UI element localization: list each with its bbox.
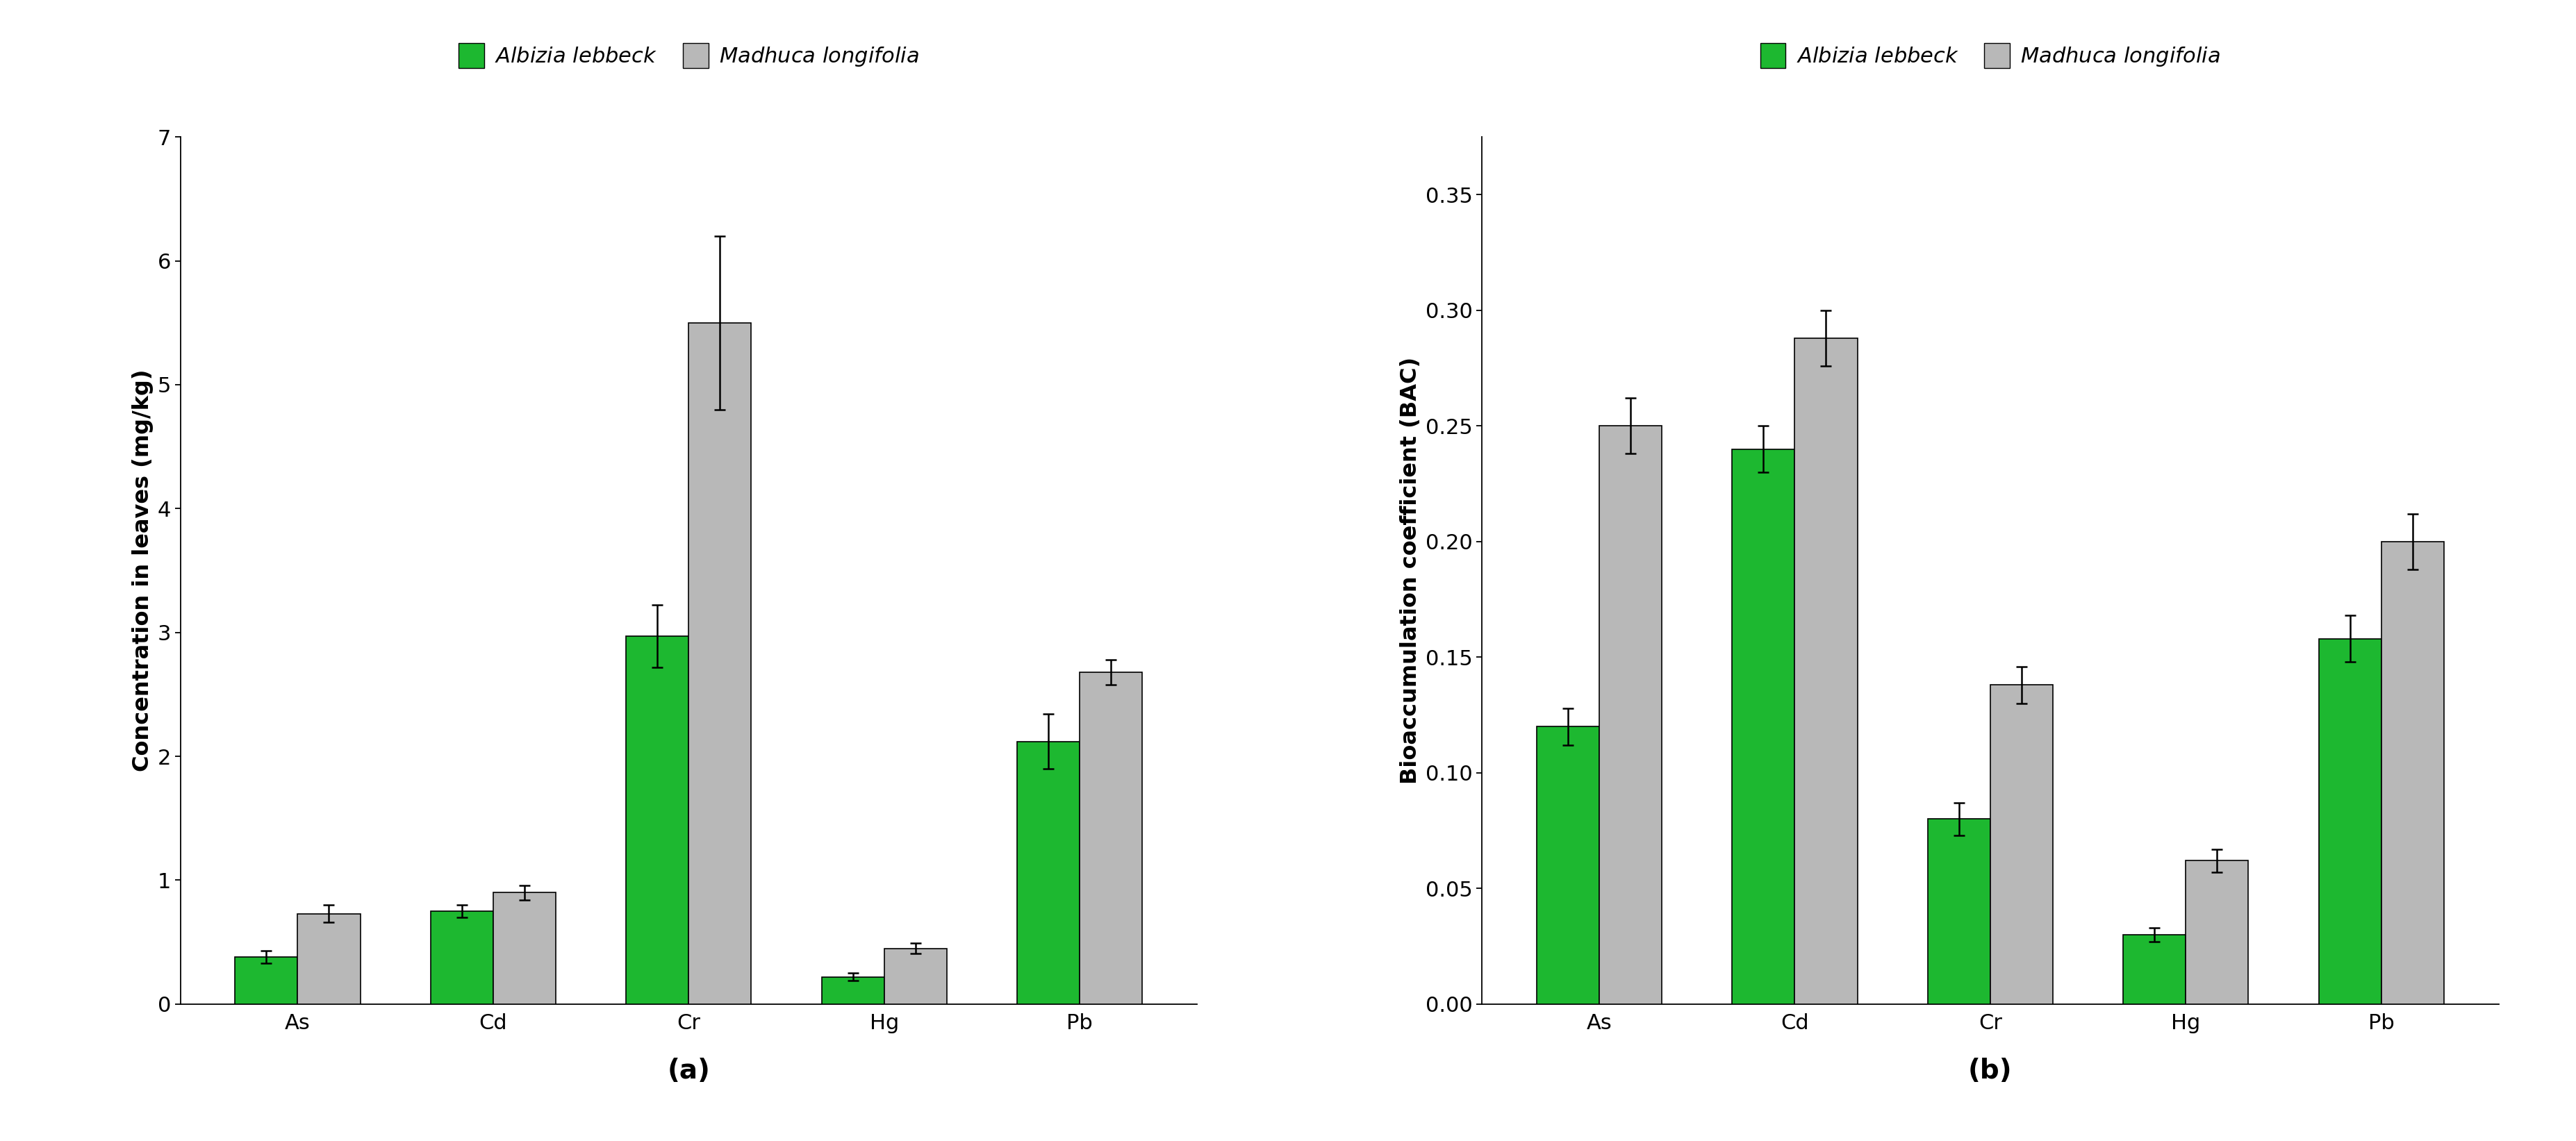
Bar (2380, 542, 2445, 1004)
Bar (688, 323, 752, 1004)
Bar (1600, 426, 1662, 1004)
Bar (1795, 338, 1857, 1004)
Bar (234, 957, 299, 1004)
Bar (2318, 639, 2380, 1004)
Bar (884, 948, 948, 1004)
Bar (1538, 727, 1600, 1004)
Bar (2123, 934, 2187, 1004)
Bar (1079, 672, 1141, 1004)
Legend: $\it{Albizia\ lebbeck}$, $\it{Madhuca\ longifolia}$: $\it{Albizia\ lebbeck}$, $\it{Madhuca\ l… (451, 34, 927, 76)
Bar (430, 912, 492, 1004)
Bar (1927, 819, 1991, 1004)
Y-axis label: Concentration in leaves (mg/kg): Concentration in leaves (mg/kg) (131, 370, 155, 771)
Y-axis label: Bioaccumulation coefficient (BAC): Bioaccumulation coefficient (BAC) (1401, 357, 1422, 784)
Bar (822, 977, 884, 1004)
Bar (1018, 742, 1079, 1004)
Bar (2187, 860, 2249, 1004)
Bar (1731, 450, 1795, 1004)
Bar (626, 637, 688, 1004)
Bar (492, 892, 556, 1004)
X-axis label: (a): (a) (667, 1058, 711, 1084)
Bar (299, 914, 361, 1004)
X-axis label: (b): (b) (1968, 1058, 2012, 1084)
Legend: $\it{Albizia\ lebbeck}$, $\it{Madhuca\ longifolia}$: $\it{Albizia\ lebbeck}$, $\it{Madhuca\ l… (1752, 34, 2228, 76)
Bar (1991, 685, 2053, 1004)
